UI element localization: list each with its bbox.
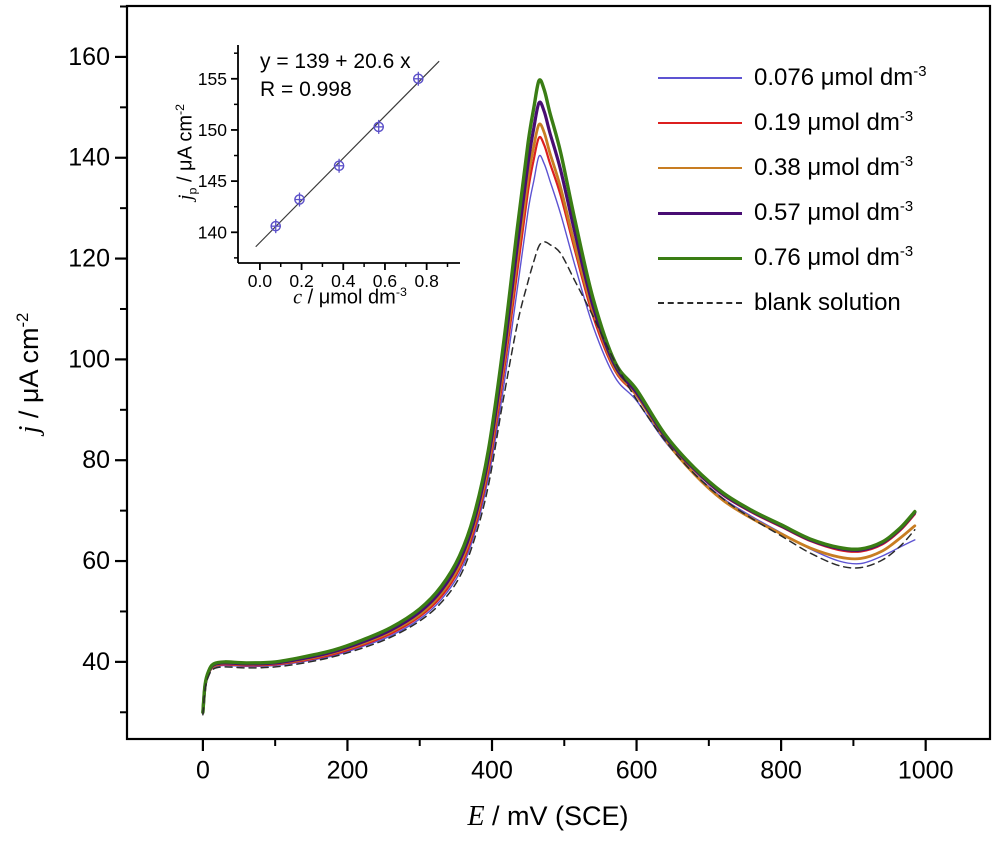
inset-data-point [413,71,424,86]
legend-item: 0.076 μmol dm-3 [658,62,926,94]
legend-item: 0.76 μmol dm-3 [658,242,926,274]
x-tick-label: 0 [196,757,210,785]
legend-label-exponent: -3 [899,109,914,125]
legend-label: 0.57 μmol dm-3 [754,199,914,226]
inset-x-tick-label: 0.4 [331,271,356,291]
legend-line-swatch [658,122,742,124]
y-axis-title: j / μA cm-2 [13,312,46,434]
inset-fit-line [255,60,440,248]
y-tick-label: 140 [68,144,110,172]
inset-data-point [333,158,345,173]
inset-x-units: / μmol dm [302,286,396,309]
inset-y-axis-title: jp / μA cm-2 [172,103,200,201]
legend-label-exponent: -3 [899,244,914,260]
inset-y-exponent: -2 [172,103,187,115]
y-tick-label: 60 [82,547,110,575]
x-tick-label: 200 [327,757,369,785]
legend-label: 0.19 μmol dm-3 [754,109,914,136]
x-tick-label: 1000 [898,757,954,785]
y-tick-label: 40 [82,648,110,676]
plot-frame [125,4,992,741]
inset-x-tick-label: 0.2 [289,271,313,291]
x-axis-title: E / mV (SCE) [467,801,628,833]
legend-label-exponent: -3 [899,199,914,215]
legend-label: 0.38 μmol dm-3 [754,154,914,181]
inset-y-tick-label: 145 [198,171,227,191]
fit-correlation-line: R = 0.998 [260,78,352,102]
legend-item: blank solution [658,287,926,319]
legend: 0.076 μmol dm-3 0.19 μmol dm-3 0.38 μmol d… [658,62,926,332]
y-tick-label: 120 [68,245,110,273]
legend-item: 0.38 μmol dm-3 [658,152,926,184]
axis-ticks: 0 200 400 600 800 1000 40 60 80 100 120 140 160 [68,5,954,785]
legend-item: 0.19 μmol dm-3 [658,107,926,139]
legend-line-swatch [658,167,742,169]
legend-label-exponent: -3 [899,154,914,170]
inset-x-exponent: -3 [395,284,407,299]
inset-x-axis-title: c / μmol dm-3 [293,284,407,310]
x-tick-label: 600 [616,757,658,785]
inset-y-units: / μA cm [174,114,197,188]
x-tick-label: 400 [471,757,513,785]
inset-data-point [373,119,385,134]
x-tick-label: 800 [760,757,802,785]
y-tick-label: 160 [68,43,110,71]
y-tick-label: 100 [68,345,110,373]
fit-equation-line: y = 139 + 20.6 x [260,50,411,73]
inset-y-subscript: p [185,187,200,195]
legend-label: 0.76 μmol dm-3 [754,244,914,271]
inset-fit-equation: y = 139 + 20.6 x R = 0.998 [260,48,411,105]
inset-y-tick-label: 155 [198,69,227,89]
inset-x-symbol: c [293,286,303,309]
x-axis-units: / mV (SCE) [484,801,629,831]
curve-0.76 [201,78,917,714]
x-axis-symbol: E [467,801,485,832]
inset-x-tick-label: 0.8 [414,271,438,291]
inset-data-point [294,192,305,207]
y-tick-label: 80 [82,446,110,474]
y-axis-units: / μA cm [14,327,44,426]
inset-x-tick-label: 0.0 [248,271,273,291]
inset-plot: 0.0 0.2 0.4 0.6 0.8 140 145 150 155 [198,45,460,291]
inset-y-tick-label: 150 [198,120,227,140]
legend-label: blank solution [754,289,901,316]
inset-x-tick-label: 0.6 [373,271,397,291]
legend-label: 0.076 μmol dm-3 [754,64,927,91]
legend-line-swatch [658,77,742,79]
y-axis-symbol: j [14,425,45,434]
inset-y-tick-label: 140 [198,222,227,242]
inset-y-symbol: j [174,194,197,201]
legend-item: 0.57 μmol dm-3 [658,197,926,229]
curves [201,78,917,716]
legend-label-exponent: -3 [913,64,927,80]
legend-line-swatch [658,211,742,215]
legend-line-swatch [658,256,742,260]
y-axis-exponent: -2 [13,312,32,328]
legend-line-swatch [658,302,742,304]
curve-blank-solution [202,241,916,716]
inset-data-point [270,219,282,234]
